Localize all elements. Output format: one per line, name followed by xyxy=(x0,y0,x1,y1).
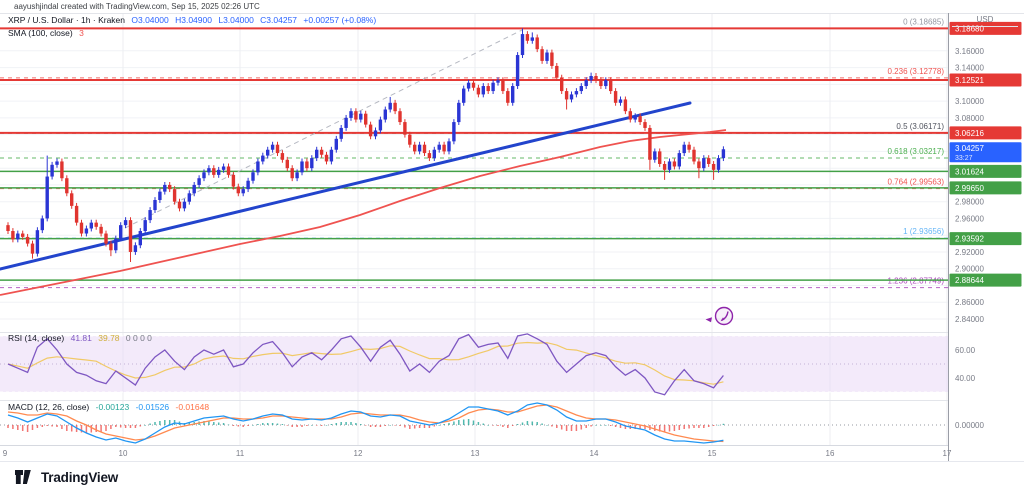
macd-pane xyxy=(0,402,948,444)
tradingview-logo[interactable]: TradingView xyxy=(14,469,118,485)
svg-text:0.5 (3.06171): 0.5 (3.06171) xyxy=(896,122,944,131)
tradingview-logo-text: TradingView xyxy=(41,469,119,485)
svg-text:1.236 (2.87749): 1.236 (2.87749) xyxy=(888,277,945,286)
svg-text:3.04257: 3.04257 xyxy=(955,144,984,153)
svg-text:11: 11 xyxy=(236,449,245,458)
macd-hist-value: -0.00123 xyxy=(95,402,130,412)
ohlc-high: H3.04900 xyxy=(175,15,212,25)
ohlc-open: O3.04000 xyxy=(131,15,169,25)
svg-text:2.96000: 2.96000 xyxy=(955,214,984,223)
svg-text:14: 14 xyxy=(590,449,599,458)
sma-value: 3 xyxy=(79,28,84,38)
footer: TradingView xyxy=(0,461,1024,492)
svg-text:3.12521: 3.12521 xyxy=(955,76,984,85)
pane-separators[interactable] xyxy=(0,13,1024,446)
svg-text:9: 9 xyxy=(3,449,8,458)
svg-text:40.00: 40.00 xyxy=(955,374,976,383)
svg-text:2.92000: 2.92000 xyxy=(955,248,984,257)
svg-text:1 (2.93656): 1 (2.93656) xyxy=(903,227,944,236)
svg-text:17: 17 xyxy=(943,449,952,458)
circled-arrow-icon xyxy=(705,306,734,326)
svg-text:0.618 (3.03217): 0.618 (3.03217) xyxy=(888,147,945,156)
svg-text:2.88644: 2.88644 xyxy=(955,276,984,285)
svg-text:2.99650: 2.99650 xyxy=(955,184,984,193)
svg-text:2.86000: 2.86000 xyxy=(955,298,984,307)
svg-text:3.16000: 3.16000 xyxy=(955,47,984,56)
ohlc-low: L3.04000 xyxy=(218,15,254,25)
attribution-text: aayushjindal created with TradingView.co… xyxy=(14,2,260,11)
sma-legend[interactable]: SMA (100, close) 3 xyxy=(8,28,88,38)
svg-text:16: 16 xyxy=(826,449,835,458)
svg-text:2.93592: 2.93592 xyxy=(955,235,984,244)
macd-signal-value: -0.01648 xyxy=(175,402,210,412)
rsi-extra-values: 0 0 0 0 xyxy=(125,333,152,343)
svg-text:2.84000: 2.84000 xyxy=(955,315,984,324)
macd-legend[interactable]: MACD (12, 26, close) -0.00123 -0.01526 -… xyxy=(8,402,213,412)
chart-drawings[interactable] xyxy=(0,29,727,296)
ohlc-close: C3.04257 xyxy=(260,15,298,25)
sma-label: SMA (100, close) xyxy=(8,28,73,38)
macd-label: MACD (12, 26, close) xyxy=(8,402,90,412)
price-axis-currency[interactable]: USD xyxy=(952,15,1018,27)
symbol-legend[interactable]: XRP / U.S. Dollar · 1h · Kraken O3.04000… xyxy=(8,15,380,25)
svg-text:2.90000: 2.90000 xyxy=(955,265,984,274)
tradingview-logo-icon xyxy=(15,470,31,484)
svg-text:12: 12 xyxy=(354,449,363,458)
symbol-title: XRP / U.S. Dollar · 1h · Kraken xyxy=(8,15,125,25)
svg-text:3.10000: 3.10000 xyxy=(955,97,984,106)
rsi-legend[interactable]: RSI (14, close) 41.81 39.78 0 0 0 0 xyxy=(8,333,156,343)
rsi-label: RSI (14, close) xyxy=(8,333,65,343)
fib-retracement-levels[interactable]: 0 (3.18685) 0.236 (3.12778) 0.5 (3.06171) 0… xyxy=(0,17,948,289)
svg-text:33:27: 33:27 xyxy=(955,155,973,162)
rsi-value: 41.81 xyxy=(70,333,92,343)
svg-text:15: 15 xyxy=(708,449,717,458)
svg-text:3.08000: 3.08000 xyxy=(955,114,984,123)
svg-text:3.18680: 3.18680 xyxy=(955,24,984,33)
svg-text:0.00000: 0.00000 xyxy=(955,421,984,430)
svg-text:0.764 (2.99563): 0.764 (2.99563) xyxy=(888,178,945,187)
chart-canvas[interactable]: 0 (3.18685) 0.236 (3.12778) 0.5 (3.06171) 0… xyxy=(0,0,1024,461)
svg-text:0.236 (3.12778): 0.236 (3.12778) xyxy=(888,67,945,76)
svg-text:13: 13 xyxy=(471,449,480,458)
price-axis[interactable]: 3.16000 3.14000 3.10000 3.08000 2.98000 2.960… xyxy=(948,13,1024,461)
candlesticks xyxy=(6,28,726,263)
rsi-pane xyxy=(0,333,948,396)
svg-text:3.14000: 3.14000 xyxy=(955,64,984,73)
macd-line-value: -0.01526 xyxy=(135,402,170,412)
svg-text:3.06216: 3.06216 xyxy=(955,129,984,138)
svg-text:10: 10 xyxy=(119,449,128,458)
svg-text:3.01624: 3.01624 xyxy=(955,167,984,176)
time-axis[interactable]: 9 10 11 12 13 14 15 16 17 xyxy=(3,449,952,458)
svg-text:0 (3.18685): 0 (3.18685) xyxy=(903,17,944,26)
rsi-ma-value: 39.78 xyxy=(98,333,120,343)
ohlc-change: +0.00257 (+0.08%) xyxy=(303,15,377,25)
svg-text:2.98000: 2.98000 xyxy=(955,198,984,207)
circled-arrow-annotation[interactable] xyxy=(700,302,740,337)
svg-text:60.00: 60.00 xyxy=(955,346,976,355)
